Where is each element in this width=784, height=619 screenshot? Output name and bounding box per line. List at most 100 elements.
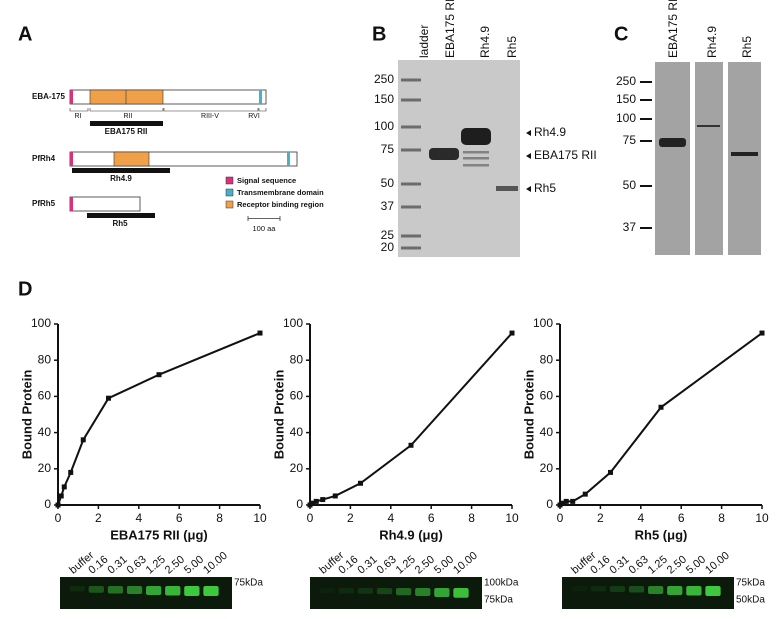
- binding-region: [113, 151, 150, 167]
- lane-label: Rh5: [740, 36, 754, 58]
- lane-label: Rh5: [505, 36, 519, 58]
- x-tick-label: 0: [557, 511, 564, 525]
- protein-bar: [69, 151, 298, 167]
- blot-strip: [695, 62, 723, 255]
- blot-band: [590, 586, 606, 592]
- signal-seq: [70, 152, 73, 166]
- marker-label: 37: [381, 199, 395, 213]
- x-tick-label: 6: [678, 511, 685, 525]
- legend-label: Receptor binding region: [237, 200, 324, 209]
- marker-label: 75: [623, 133, 637, 147]
- x-tick-label: 2: [597, 511, 604, 525]
- x-tick-label: 6: [428, 511, 435, 525]
- x-tick-label: 0: [307, 511, 314, 525]
- data-point: [58, 493, 64, 499]
- band-arrow: [526, 130, 531, 136]
- construct-label: EBA175 RII: [105, 127, 148, 136]
- ladder-band: [401, 234, 421, 238]
- blot-band: [628, 586, 645, 593]
- data-point: [80, 437, 86, 443]
- data-point: [310, 500, 316, 506]
- ladder-band: [401, 246, 421, 250]
- ladder-band: [401, 98, 421, 102]
- x-tick-label: 2: [347, 511, 354, 525]
- data-line: [559, 332, 763, 506]
- x-axis-label: Rh4.9 (μg): [379, 527, 443, 542]
- x-axis-label: Rh5 (μg): [635, 527, 688, 542]
- blot-band: [731, 152, 758, 156]
- region-bracket: [258, 108, 267, 112]
- tm-domain: [259, 90, 262, 104]
- scale-bar: [247, 216, 281, 221]
- panel-letter: A: [18, 23, 32, 45]
- x-tick-label: 10: [755, 511, 769, 525]
- data-point: [658, 404, 664, 410]
- y-tick-label: 60: [290, 389, 304, 403]
- lane-label: 10.00: [201, 550, 230, 577]
- blot-band: [319, 588, 335, 594]
- data-point: [563, 498, 569, 504]
- blot-band: [203, 586, 219, 596]
- band-arrow: [526, 153, 531, 159]
- construct-bar: [90, 121, 163, 126]
- signal-seq: [70, 90, 73, 104]
- region-bracket: [163, 108, 259, 112]
- data-line: [309, 332, 513, 506]
- gel-band: [461, 128, 491, 145]
- x-tick-label: 10: [505, 511, 519, 525]
- data-point: [358, 480, 363, 486]
- y-tick-label: 0: [44, 497, 51, 511]
- blot-band: [667, 586, 683, 595]
- y-axis-label: Bound Protein: [521, 370, 536, 460]
- lane-label: EBA175 RII: [666, 0, 680, 58]
- blot-band: [146, 586, 162, 595]
- region-label: RVI: [248, 113, 260, 120]
- x-tick-label: 6: [176, 511, 183, 525]
- blot-band: [453, 588, 469, 598]
- construct-label: Rh4.9: [110, 174, 132, 183]
- marker-label: 50: [623, 178, 637, 192]
- marker-label: 75: [381, 142, 395, 156]
- data-point: [313, 498, 319, 504]
- blot-band: [705, 586, 721, 596]
- band-arrow: [526, 186, 531, 192]
- y-tick-label: 60: [540, 389, 554, 403]
- y-tick-label: 40: [290, 425, 304, 439]
- x-tick-label: 10: [253, 511, 267, 525]
- gel: [398, 60, 520, 257]
- ladder-band: [401, 78, 421, 82]
- marker-label: 250: [374, 72, 394, 86]
- gel-band: [463, 164, 489, 167]
- region-label: RI: [75, 113, 82, 120]
- blot-band: [686, 586, 702, 596]
- y-tick-label: 20: [540, 461, 554, 475]
- blot-band: [434, 588, 450, 597]
- blot-band: [659, 138, 686, 147]
- protein-bar: [69, 196, 141, 212]
- marker-label: 25: [381, 228, 395, 242]
- data-point: [332, 493, 338, 499]
- band-label: EBA175 RII: [534, 148, 597, 162]
- legend-swatch: [225, 200, 234, 209]
- x-tick-label: 8: [468, 511, 475, 525]
- protein-name: PfRh4: [32, 154, 56, 163]
- x-tick-label: 8: [216, 511, 223, 525]
- data-point: [156, 372, 162, 378]
- ladder-band: [401, 205, 421, 209]
- blot-band: [376, 588, 393, 595]
- axes: [559, 324, 762, 506]
- blot-band: [609, 586, 626, 592]
- blot-band: [396, 588, 412, 596]
- region-label: RII: [124, 113, 133, 120]
- x-axis-label: EBA175 RII (μg): [110, 527, 208, 542]
- y-tick-label: 80: [540, 352, 554, 366]
- gel-band: [429, 148, 459, 160]
- gel-band: [463, 151, 489, 154]
- marker-label: 20: [381, 240, 395, 254]
- data-point: [582, 491, 588, 497]
- y-tick-label: 0: [296, 497, 303, 511]
- binding-region: [89, 89, 164, 105]
- ladder-band: [401, 182, 421, 186]
- blot-strip: [728, 62, 761, 255]
- lane-label: 10.00: [703, 550, 732, 577]
